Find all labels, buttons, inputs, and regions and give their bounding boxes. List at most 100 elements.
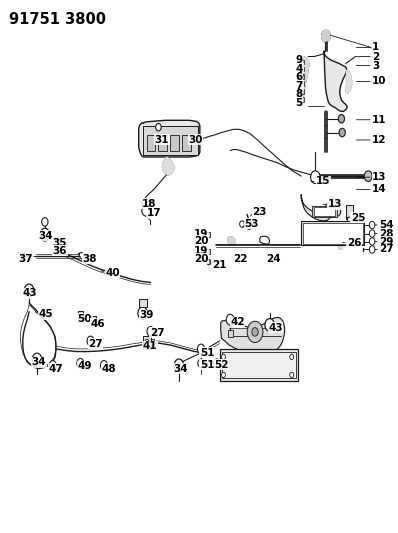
Circle shape xyxy=(290,372,294,377)
Bar xyxy=(300,67,304,71)
Text: 21: 21 xyxy=(212,261,226,270)
Text: 46: 46 xyxy=(91,319,105,329)
Text: 27: 27 xyxy=(379,245,394,254)
Text: 47: 47 xyxy=(49,364,64,374)
Circle shape xyxy=(205,249,209,254)
Circle shape xyxy=(144,340,149,346)
Circle shape xyxy=(252,328,258,336)
Text: 34: 34 xyxy=(174,364,188,374)
Polygon shape xyxy=(299,56,309,106)
Circle shape xyxy=(142,198,150,209)
Circle shape xyxy=(87,336,94,346)
Bar xyxy=(314,207,335,216)
Polygon shape xyxy=(338,236,343,249)
Polygon shape xyxy=(221,318,285,355)
Text: 22: 22 xyxy=(233,254,248,263)
Text: 30: 30 xyxy=(188,135,203,145)
Bar xyxy=(203,232,210,237)
Circle shape xyxy=(24,284,34,297)
Circle shape xyxy=(222,354,225,360)
Bar xyxy=(301,221,364,245)
Polygon shape xyxy=(324,51,347,111)
Circle shape xyxy=(301,73,304,76)
Text: 10: 10 xyxy=(372,77,386,86)
Bar xyxy=(92,317,96,325)
Bar xyxy=(182,135,191,151)
Text: 19: 19 xyxy=(194,229,208,239)
Bar xyxy=(300,97,304,102)
Text: 51: 51 xyxy=(200,360,215,370)
Text: 38: 38 xyxy=(83,254,97,263)
Text: 48: 48 xyxy=(101,364,116,374)
Text: 36: 36 xyxy=(53,246,67,255)
Text: 29: 29 xyxy=(379,237,394,247)
Polygon shape xyxy=(322,30,330,42)
Bar xyxy=(142,336,151,350)
Text: 20: 20 xyxy=(194,254,209,263)
Bar xyxy=(300,82,304,86)
Polygon shape xyxy=(301,195,341,221)
Circle shape xyxy=(301,64,304,67)
Text: 53: 53 xyxy=(244,219,259,229)
Circle shape xyxy=(59,238,65,247)
Text: 3: 3 xyxy=(372,61,379,70)
Circle shape xyxy=(222,372,225,377)
Circle shape xyxy=(77,359,84,368)
Circle shape xyxy=(214,359,220,368)
Text: 31: 31 xyxy=(154,135,169,145)
Bar xyxy=(78,311,83,320)
Circle shape xyxy=(32,353,42,366)
Text: 43: 43 xyxy=(22,288,37,298)
Bar xyxy=(222,352,297,378)
Circle shape xyxy=(311,172,317,180)
Text: 28: 28 xyxy=(379,229,394,239)
Text: 20: 20 xyxy=(194,236,209,246)
Bar xyxy=(228,330,233,337)
Bar xyxy=(203,249,210,254)
Text: 42: 42 xyxy=(230,317,245,327)
Circle shape xyxy=(198,359,204,368)
Circle shape xyxy=(147,327,154,336)
Text: 54: 54 xyxy=(379,220,394,230)
Text: 1: 1 xyxy=(372,43,379,52)
Circle shape xyxy=(40,228,50,241)
Bar xyxy=(170,135,179,151)
Circle shape xyxy=(364,171,372,181)
Circle shape xyxy=(347,217,352,223)
Text: 27: 27 xyxy=(88,338,103,349)
Circle shape xyxy=(310,171,320,183)
Bar xyxy=(300,60,304,64)
Bar xyxy=(148,339,154,345)
Text: 40: 40 xyxy=(105,268,120,278)
Polygon shape xyxy=(228,237,235,245)
Text: 34: 34 xyxy=(38,231,53,241)
Circle shape xyxy=(142,205,150,216)
Text: 23: 23 xyxy=(252,207,267,217)
Bar xyxy=(346,205,353,219)
Circle shape xyxy=(301,82,304,85)
Text: 50: 50 xyxy=(78,313,92,324)
Circle shape xyxy=(207,260,211,265)
Text: 34: 34 xyxy=(31,357,46,367)
Circle shape xyxy=(197,344,205,354)
Text: 18: 18 xyxy=(142,199,156,209)
Text: 8: 8 xyxy=(296,89,303,99)
Circle shape xyxy=(49,361,56,370)
Bar xyxy=(143,126,198,155)
Text: 24: 24 xyxy=(266,254,280,263)
Circle shape xyxy=(100,361,107,370)
Text: 45: 45 xyxy=(38,309,53,319)
Text: 4: 4 xyxy=(296,64,303,74)
Text: 43: 43 xyxy=(268,322,283,333)
Circle shape xyxy=(240,221,244,227)
Bar xyxy=(158,135,167,151)
Text: 15: 15 xyxy=(316,176,331,187)
Text: 2: 2 xyxy=(372,52,379,61)
Text: 52: 52 xyxy=(215,360,229,370)
Text: 12: 12 xyxy=(372,135,386,145)
Circle shape xyxy=(369,246,375,253)
Text: 19: 19 xyxy=(194,246,208,255)
Polygon shape xyxy=(162,157,174,175)
Text: 25: 25 xyxy=(351,213,365,223)
Text: 5: 5 xyxy=(296,98,303,108)
